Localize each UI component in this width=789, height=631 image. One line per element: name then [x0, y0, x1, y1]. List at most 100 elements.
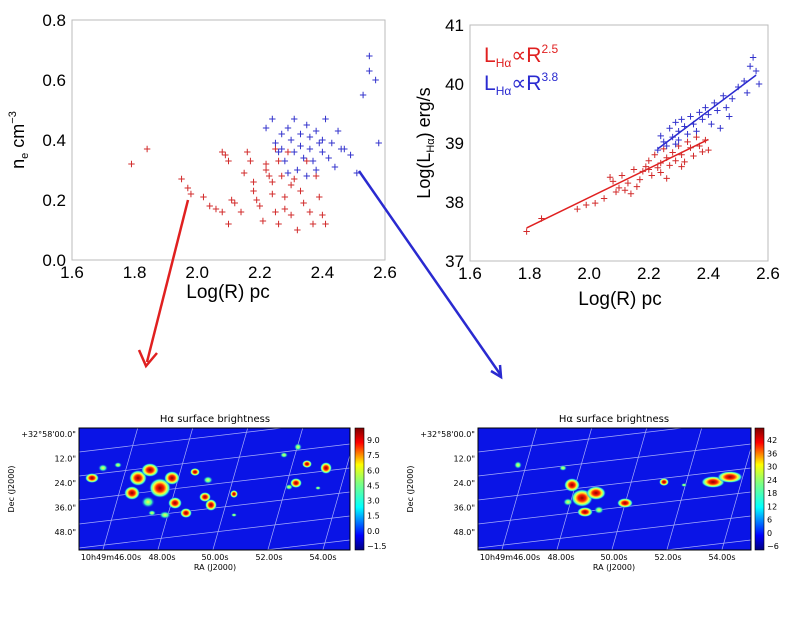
data-point: [247, 157, 254, 165]
data-point: [523, 228, 530, 235]
legend-red-exp: 2.5: [541, 42, 558, 56]
data-point: [312, 172, 320, 180]
data-point: [618, 172, 626, 179]
data-point: [228, 196, 235, 204]
lha-ylabel-main: Log(L: [414, 153, 434, 199]
data-point: [128, 160, 135, 168]
data-point: [678, 116, 685, 123]
legend-blue-main: L: [484, 72, 496, 95]
data-point: [272, 208, 279, 216]
x-tick-label: 2.6: [373, 263, 397, 282]
colorbar-tick-label: 24: [767, 476, 777, 485]
data-point: [669, 133, 676, 141]
ne-ylabel: ne cm−3: [7, 111, 31, 169]
lha-plot-frame: [469, 24, 769, 262]
data-point: [219, 208, 226, 216]
data-point: [187, 190, 195, 198]
y-tick-label: 41: [445, 16, 464, 35]
data-point: [265, 172, 273, 180]
data-point: [316, 193, 323, 201]
data-point: [705, 111, 712, 118]
lha-ticks: 1.6 1.8 2.0 2.2 2.4 2.6 37 38 39 40 41: [445, 16, 780, 283]
ne-chart: 1.6 1.8 2.0 2.2 2.4 2.6 0.0 0.2 0.4 0.6 0.8 Log(R)…: [7, 11, 397, 303]
dec-tick-label: 48.0": [454, 528, 476, 537]
data-point: [222, 151, 229, 159]
data-point: [600, 195, 608, 202]
y-tick-label: 0.0: [42, 251, 66, 270]
ne-ylabel-exp: −3: [7, 111, 19, 124]
data-point: [297, 187, 304, 195]
colorbar-tick-label: 4.5: [367, 481, 380, 490]
dec-tick-label: 12.0": [55, 455, 77, 464]
ne-ticks: 1.6 1.8 2.0 2.2 2.4 2.6 0.0 0.2 0.4 0.6 0.8: [42, 11, 396, 282]
ne-ylabel-sub: e: [19, 153, 31, 159]
map-left-emission: [85, 443, 332, 519]
data-point: [699, 148, 706, 156]
data-point: [272, 139, 279, 147]
data-point: [184, 184, 192, 192]
data-point: [316, 139, 323, 147]
map-right-image: [478, 428, 751, 550]
colorbar-tick-label: 36: [767, 449, 777, 458]
map-right-grid: [478, 428, 751, 550]
colorbar-tick-label: 9.0: [367, 436, 380, 445]
data-point: [675, 136, 682, 144]
data-point: [657, 159, 664, 167]
data-point: [262, 124, 270, 132]
map-right-dec-ticks: +32°58'00.0" 12.0" 24.0" 36.0" 48.0": [420, 430, 475, 537]
x-tick-label: 1.8: [123, 263, 147, 282]
data-point: [663, 154, 670, 161]
data-point: [287, 211, 295, 219]
data-point: [672, 157, 679, 164]
red-arrow: [137, 199, 190, 369]
lha-chart: 1.6 1.8 2.0 2.2 2.4 2.6 37 38 39 40 41 Log(R) pc L…: [414, 16, 780, 310]
y-tick-label: 39: [445, 134, 464, 153]
map-right-colorbar: [754, 427, 765, 551]
ra-tick-label: 48.00s: [547, 553, 574, 562]
legend-entry-red: LHα∝R2.5: [484, 42, 558, 70]
colorbar-tick-label: 6: [767, 516, 772, 525]
map-right: Hα surface brightness: [406, 414, 779, 572]
data-point: [281, 205, 289, 213]
data-point: [281, 157, 289, 165]
data-point: [627, 190, 635, 197]
data-point: [206, 202, 213, 210]
data-point: [262, 166, 270, 174]
map-right-dec-label: Dec (J2000): [406, 466, 415, 513]
blue-arrow: [357, 170, 503, 380]
data-point: [309, 157, 317, 165]
data-point: [648, 172, 655, 179]
data-point: [347, 151, 354, 159]
colorbar-tick-label: 0: [767, 529, 772, 538]
data-point: [319, 148, 326, 156]
ra-tick-label: 50.00s: [600, 553, 627, 562]
colorbar-tick-label: 42: [767, 436, 777, 445]
ra-tick-label: 48.00s: [148, 553, 175, 562]
data-point: [591, 199, 599, 207]
data-point: [250, 187, 257, 195]
data-point: [269, 178, 276, 186]
data-point: [693, 133, 700, 141]
data-point: [303, 157, 310, 165]
data-point: [306, 133, 314, 141]
map-right-emission: [514, 461, 743, 517]
data-point: [278, 130, 285, 138]
y-tick-label: 40: [445, 75, 464, 94]
dec-tick-label: +32°58'00.0": [420, 430, 475, 439]
data-point: [319, 136, 326, 144]
colorbar-tick-label: 6.0: [367, 466, 380, 475]
data-point: [609, 178, 617, 185]
map-left-dec-label: Dec (J2000): [7, 466, 16, 513]
data-point: [657, 169, 664, 176]
y-tick-label: 0.8: [42, 11, 66, 30]
data-point: [752, 67, 760, 75]
data-point: [696, 142, 703, 150]
data-point: [312, 166, 320, 174]
colorbar-tick-label: 0.0: [367, 527, 380, 536]
dec-tick-label: 48.0": [55, 528, 77, 537]
data-point: [300, 199, 307, 207]
data-point: [287, 181, 295, 189]
data-point: [755, 80, 763, 88]
data-point: [291, 175, 298, 183]
